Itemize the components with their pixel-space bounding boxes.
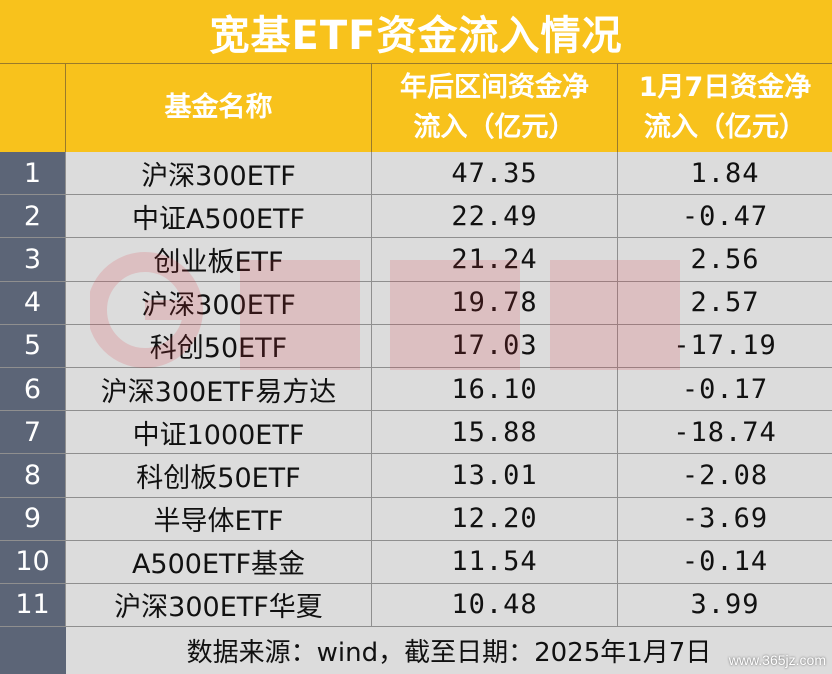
day-inflow-value: 1.84 [690, 157, 760, 189]
fund-name: 创业板ETF [66, 238, 372, 281]
table-row: 9 半导体ETF 12.20 -3.69 [0, 497, 832, 541]
ytd-inflow-value: 19.78 [372, 281, 618, 324]
fund-name: 沪深300ETF易方达 [66, 367, 372, 411]
table-row: 5 科创50ETF 17.03 -17.19 [0, 324, 832, 368]
table-body: 1 沪深300ETF 47.35 1.84 2 中证A500ETF 22.49 -0.47 3 创… [0, 152, 832, 628]
row-index: 10 [0, 540, 66, 583]
row-index: 8 [0, 454, 66, 497]
table-row: 7 中证1000ETF 15.88 -18.74 [0, 411, 832, 455]
row-index: 11 [0, 583, 66, 627]
row-index: 7 [0, 411, 66, 454]
row-index: 5 [0, 324, 66, 367]
fund-name: 科创50ETF [66, 324, 372, 367]
header-ytd-line1: 年后区间资金净 [400, 72, 589, 103]
row-index: 4 [0, 281, 66, 324]
title-bar: 宽基ETF资金流入情况 [0, 0, 832, 64]
table-row: 6 沪深300ETF易方达 16.10 -0.17 [0, 367, 832, 412]
day-inflow-value: -0.14 [681, 546, 769, 578]
day-inflow-value: -0.47 [681, 200, 769, 232]
fund-name: 中证A500ETF [66, 195, 372, 238]
fund-name: 沪深300ETF [66, 281, 372, 324]
day-inflow-value: -3.69 [681, 503, 769, 535]
day-inflow-value: -17.19 [673, 330, 777, 362]
ytd-inflow-value: 13.01 [372, 454, 618, 497]
watermark-url: www.365jz.com [728, 652, 826, 668]
ytd-inflow-value: 21.24 [372, 238, 618, 281]
day-inflow-value: -0.17 [681, 373, 769, 405]
table-row: 10 A500ETF基金 11.54 -0.14 [0, 540, 832, 584]
ytd-inflow-value: 17.03 [372, 324, 618, 367]
header-ytd-line2: 流入（亿元） [413, 112, 576, 143]
day-inflow-value: -2.08 [681, 459, 769, 491]
table-row: 2 中证A500ETF 22.49 -0.47 [0, 195, 832, 239]
header-day-inflow: 1月7日资金净 流入（亿元） [618, 64, 832, 152]
ytd-inflow-value: 47.35 [372, 152, 618, 195]
fund-name: 科创板50ETF [66, 454, 372, 497]
fund-name: 中证1000ETF [66, 411, 372, 454]
ytd-inflow-value: 22.49 [372, 195, 618, 238]
row-index: 1 [0, 152, 66, 195]
table-row: 1 沪深300ETF 47.35 1.84 [0, 152, 832, 196]
table-row: 3 创业板ETF 21.24 2.56 [0, 238, 832, 282]
fund-name: A500ETF基金 [66, 540, 372, 583]
footer: 数据来源：wind，截至日期：2025年1月7日 [0, 627, 832, 674]
header-day-line2: 流入（亿元） [643, 112, 806, 143]
table-row: 8 科创板50ETF 13.01 -2.08 [0, 454, 832, 498]
page-title: 宽基ETF资金流入情况 [209, 12, 623, 59]
header-day-line1: 1月7日资金净 [638, 72, 812, 103]
fund-name: 半导体ETF [66, 497, 372, 540]
ytd-inflow-value: 15.88 [372, 411, 618, 454]
table-row: 4 沪深300ETF 19.78 2.57 [0, 281, 832, 325]
day-inflow-value: 2.57 [690, 287, 760, 319]
row-index: 6 [0, 367, 66, 411]
ytd-inflow-value: 16.10 [372, 367, 618, 411]
fund-name: 沪深300ETF华夏 [66, 583, 372, 627]
ytd-inflow-value: 10.48 [372, 583, 618, 627]
header-ytd-inflow: 年后区间资金净 流入（亿元） [372, 64, 618, 152]
ytd-inflow-value: 12.20 [372, 497, 618, 540]
table-header: 基金名称 年后区间资金净 流入（亿元） 1月7日资金净 流入（亿元） [0, 64, 832, 153]
footer-index-blank [0, 627, 66, 674]
fund-name: 沪深300ETF [66, 152, 372, 195]
header-index [0, 64, 66, 152]
row-index: 3 [0, 238, 66, 281]
row-index: 9 [0, 497, 66, 540]
day-inflow-value: -18.74 [673, 416, 777, 448]
ytd-inflow-value: 11.54 [372, 540, 618, 583]
data-source-note: 数据来源：wind，截至日期：2025年1月7日 [186, 638, 712, 668]
header-fund-name: 基金名称 [66, 64, 372, 152]
day-inflow-value: 3.99 [690, 589, 760, 621]
day-inflow-value: 2.56 [690, 243, 760, 275]
row-index: 2 [0, 195, 66, 238]
table-row: 11 沪深300ETF华夏 10.48 3.99 [0, 583, 832, 628]
